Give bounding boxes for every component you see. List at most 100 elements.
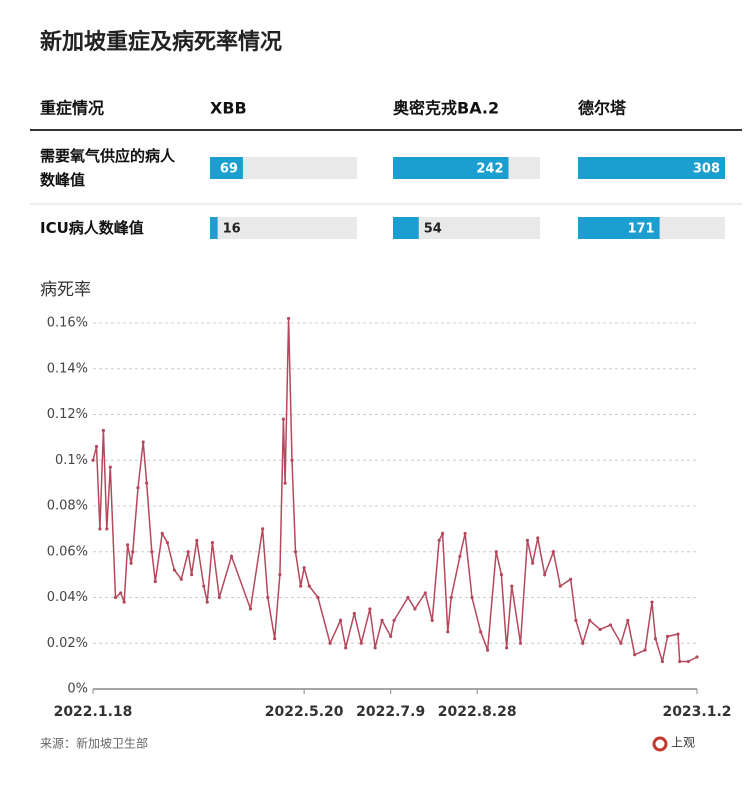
- point: [510, 584, 514, 588]
- point: [261, 527, 265, 531]
- point: [136, 486, 140, 490]
- bar-value: 242: [476, 162, 503, 177]
- point: [449, 595, 453, 600]
- point: [525, 538, 529, 542]
- point: [380, 618, 384, 622]
- point: [108, 465, 112, 469]
- bar: [578, 217, 660, 239]
- point: [446, 630, 450, 634]
- source: 来源：新加坡卫生部: [40, 736, 148, 751]
- point: [499, 573, 504, 577]
- bar: [393, 217, 419, 239]
- bar-value: 171: [627, 222, 654, 237]
- point: [129, 561, 133, 565]
- point: [141, 440, 145, 444]
- point: [217, 595, 221, 600]
- point: [205, 600, 209, 604]
- point: [373, 646, 377, 650]
- bar: [210, 157, 243, 179]
- point: [145, 481, 149, 485]
- point: [266, 595, 270, 600]
- point: [278, 573, 282, 577]
- point: [293, 550, 298, 554]
- point: [423, 591, 427, 595]
- bar: [210, 217, 218, 239]
- point: [437, 538, 441, 542]
- point: [660, 659, 664, 664]
- point: [316, 595, 320, 600]
- point: [153, 579, 157, 584]
- point: [678, 659, 682, 664]
- point: [113, 595, 118, 600]
- point: [344, 646, 348, 650]
- point: [458, 554, 462, 558]
- point: [105, 527, 109, 531]
- y-tick-label: 0.06%: [47, 544, 88, 559]
- point: [581, 641, 585, 645]
- point: [665, 634, 670, 638]
- point: [406, 595, 410, 600]
- point: [505, 646, 509, 650]
- point: [119, 591, 123, 595]
- point: [543, 573, 547, 577]
- point: [650, 600, 654, 604]
- point: [210, 541, 215, 545]
- point: [536, 536, 540, 540]
- point: [94, 444, 99, 449]
- point: [530, 561, 535, 565]
- point: [98, 527, 102, 531]
- point: [299, 584, 303, 588]
- x-tick-label: 2023.1.2: [662, 704, 731, 720]
- point: [494, 550, 498, 554]
- y-tick-label: 0.08%: [47, 499, 88, 514]
- point: [413, 607, 417, 611]
- point: [281, 417, 285, 421]
- title: 新加坡重症及病死率情况: [40, 29, 282, 55]
- point: [338, 618, 343, 622]
- point: [122, 600, 126, 604]
- point: [283, 481, 287, 485]
- bar-value: 16: [223, 222, 241, 237]
- point: [653, 637, 658, 641]
- y-tick-label: 0.1%: [55, 453, 88, 468]
- point: [195, 538, 199, 542]
- point: [463, 531, 467, 536]
- y-tick-label: 0.02%: [47, 636, 88, 651]
- x-tick-label: 2022.1.18: [54, 704, 133, 720]
- point: [558, 584, 562, 588]
- point: [608, 623, 613, 627]
- point: [202, 584, 206, 588]
- point: [248, 607, 253, 611]
- point: [686, 659, 690, 664]
- y-tick-label: 0.12%: [47, 407, 88, 422]
- point: [574, 618, 578, 622]
- point: [101, 428, 105, 433]
- row-label: ICU病人数峰值: [40, 219, 144, 237]
- point: [286, 316, 291, 321]
- point: [368, 607, 372, 611]
- point: [126, 543, 130, 547]
- point: [470, 595, 474, 600]
- point: [695, 655, 699, 659]
- point: [302, 566, 306, 570]
- point: [430, 618, 434, 622]
- y-tick-label: 0%: [67, 682, 88, 697]
- point: [190, 573, 194, 577]
- row-label: 需要氧气供应的病人数峰值: [40, 147, 176, 189]
- point: [598, 627, 602, 632]
- bar-track: [210, 157, 357, 179]
- point: [479, 630, 483, 634]
- point: [389, 634, 393, 638]
- logo: 上观: [671, 736, 695, 750]
- point: [131, 550, 135, 554]
- x-tick-label: 2022.5.20: [265, 704, 344, 720]
- point: [328, 641, 332, 645]
- y-tick-label: 0.14%: [47, 361, 88, 376]
- column-header: 德尔塔: [578, 99, 627, 118]
- bar-track: [210, 217, 357, 239]
- bar-value: 54: [424, 222, 442, 237]
- point: [179, 577, 183, 581]
- logo-icon: [652, 736, 668, 752]
- point: [626, 618, 630, 622]
